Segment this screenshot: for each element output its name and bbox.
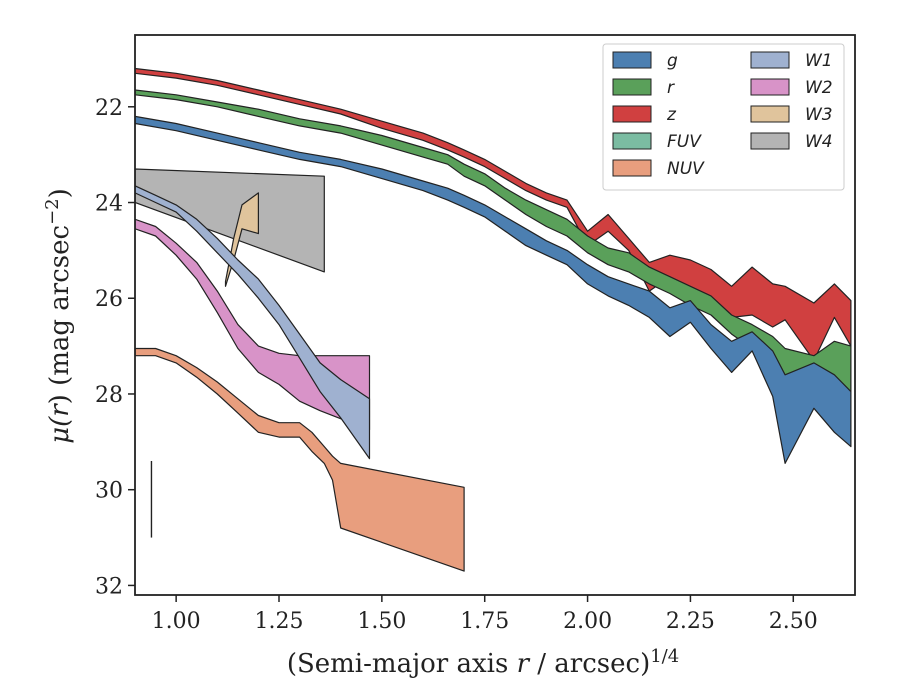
legend-swatch-w4 [750, 132, 790, 150]
legend-label-g: g [667, 51, 678, 71]
legend-swatch-fuv [612, 132, 652, 150]
legend-swatch-w2 [750, 78, 790, 96]
x-axis-label: (Semi-major axis r / arcsec)1/4 [287, 646, 679, 679]
band-w1 [135, 185, 371, 460]
band-w3 [224, 192, 259, 287]
x-tick-label: 1.25 [255, 609, 304, 634]
legend-swatch-z [612, 105, 652, 123]
y-tick-label: 30 [95, 479, 123, 504]
legend-swatch-r [612, 78, 652, 96]
y-axis-ticks: 22 24 26 28 30 32 [95, 96, 135, 599]
legend-label-z: z [666, 105, 677, 125]
legend-swatch-g [612, 51, 652, 69]
legend: grz FUV NUV W1 W2 W3 W4 [602, 43, 845, 191]
x-tick-label: 2.50 [769, 609, 818, 634]
x-tick-label: 1.50 [357, 609, 406, 634]
x-axis-ticks: 1.00 1.25 1.50 1.75 2.00 2.25 2.50 [152, 595, 818, 634]
band-w4 [135, 168, 325, 273]
plot-frame [134, 34, 856, 596]
legend-label-fuv: FUV [667, 132, 702, 152]
x-tick-label: 2.25 [666, 609, 715, 634]
x-tick-label: 1.75 [460, 609, 509, 634]
legend-label-w4: W4 [805, 132, 833, 152]
y-axis-label: μ(r) (mag arcsec−2) [42, 188, 75, 444]
legend-swatch-w3 [750, 105, 790, 123]
legend-swatch-nuv [612, 159, 652, 177]
legend-label-r: r [667, 78, 675, 98]
band-nuv [135, 347, 465, 572]
band-g [135, 115, 852, 464]
legend-label-w3: W3 [805, 105, 833, 125]
legend-swatch-w1 [750, 51, 790, 69]
y-tick-label: 32 [95, 574, 123, 599]
y-tick-label: 26 [95, 287, 123, 312]
legend-label-nuv: NUV [667, 159, 705, 179]
x-tick-label: 1.00 [152, 609, 201, 634]
y-tick-label: 24 [95, 192, 123, 217]
y-tick-label: 22 [95, 96, 123, 121]
legend-label-w2: W2 [805, 78, 833, 98]
bands-layer [135, 67, 852, 572]
legend-label-w1: W1 [805, 51, 833, 71]
y-tick-label: 28 [95, 383, 123, 408]
x-tick-label: 2.00 [563, 609, 612, 634]
